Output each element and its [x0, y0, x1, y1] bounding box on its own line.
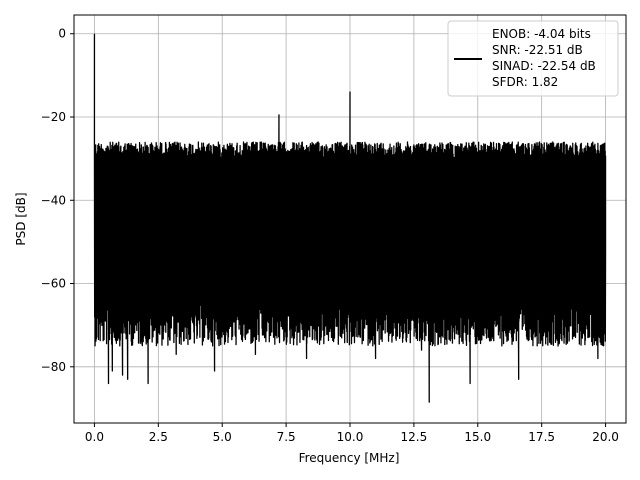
legend-box [447, 20, 619, 97]
y-tick-label: 0 [58, 27, 66, 41]
y-tick-label: −80 [41, 360, 66, 374]
y-tick-label: −20 [41, 110, 66, 124]
x-tick-label: 2.5 [149, 430, 168, 444]
x-tick-label: 20.0 [592, 430, 619, 444]
x-tick-label: 12.5 [401, 430, 428, 444]
y-tick-label: −40 [41, 193, 66, 207]
x-tick-label: 10.0 [337, 430, 364, 444]
psd-series-line [93, 33, 607, 403]
x-tick-label: 0.0 [85, 430, 104, 444]
y-tick-label: −60 [41, 277, 66, 291]
legend: ENOB: -4.04 bits SNR: -22.51 dB SINAD: -… [447, 20, 619, 97]
x-axis-ticks: 0.0 2.5 5.0 7.5 10.0 12.5 15.0 17.5 20.0 [85, 423, 619, 444]
x-axis-label: Frequency [MHz] [299, 451, 400, 465]
y-axis-label: PSD [dB] [14, 192, 28, 245]
x-tick-label: 15.0 [464, 430, 491, 444]
y-axis-ticks: 0 −20 −40 −60 −80 [41, 27, 74, 374]
series-layer [93, 33, 607, 403]
x-tick-label: 7.5 [277, 430, 296, 444]
x-tick-label: 17.5 [528, 430, 555, 444]
legend-snr: SNR: -22.51 dB [492, 43, 583, 57]
x-tick-label: 5.0 [213, 430, 232, 444]
legend-sfdr: SFDR: 1.82 [492, 75, 558, 89]
legend-sinad: SINAD: -22.54 dB [492, 59, 596, 73]
legend-enob: ENOB: -4.04 bits [492, 27, 591, 41]
